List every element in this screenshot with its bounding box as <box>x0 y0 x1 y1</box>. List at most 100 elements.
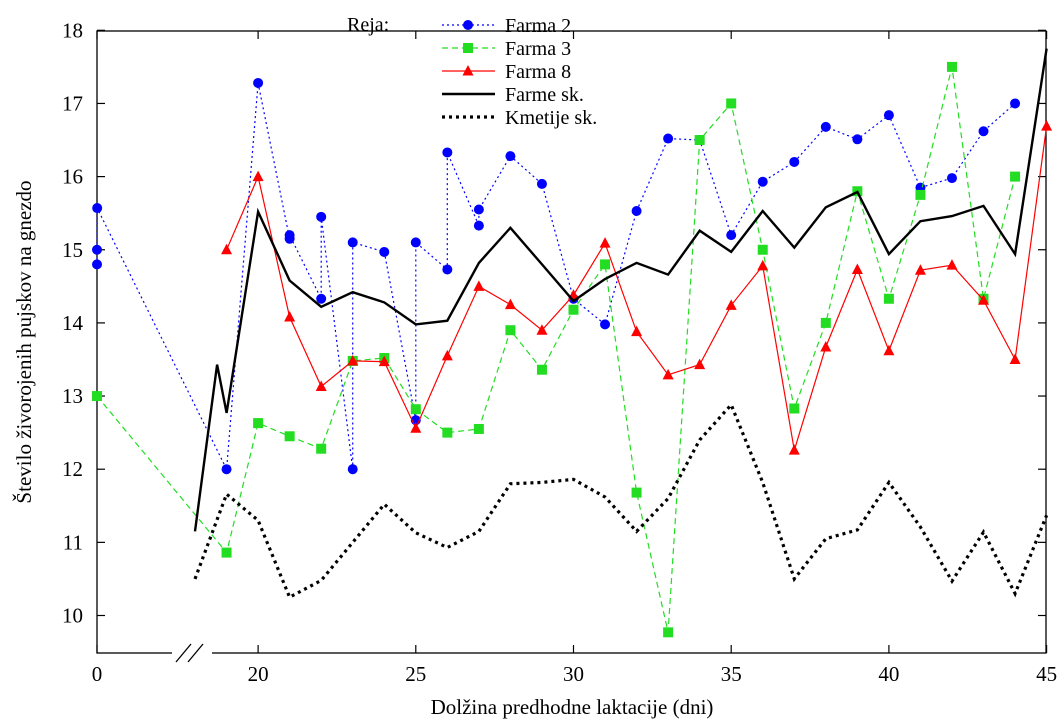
data-point <box>316 211 327 222</box>
legend-label: Farma 3 <box>505 38 571 60</box>
data-point <box>252 170 264 182</box>
data-point <box>92 203 103 214</box>
data-point <box>568 304 579 315</box>
data-point <box>284 230 295 241</box>
x-tick-label: 30 <box>563 662 584 686</box>
data-point <box>442 264 453 275</box>
data-point <box>946 173 957 184</box>
x-tick-label: 20 <box>248 662 269 686</box>
data-point <box>316 293 327 304</box>
data-point <box>789 403 800 414</box>
x-axis-title: Dolžina predhodne laktacije (dni) <box>431 695 714 719</box>
data-point <box>757 244 768 255</box>
x-tick-label: 40 <box>878 662 899 686</box>
legend-label: Farme sk. <box>505 84 584 106</box>
series-farma-3 <box>92 61 1021 638</box>
data-point <box>410 404 421 415</box>
series-line <box>96 66 1016 633</box>
data-point <box>284 431 295 442</box>
data-point <box>473 220 484 231</box>
y-tick-label: 13 <box>62 384 83 408</box>
legend-label: Farma 2 <box>505 15 571 37</box>
data-point <box>284 311 296 322</box>
legend-swatch-marker <box>462 65 474 76</box>
data-point <box>599 237 611 248</box>
x-axis-break-mark <box>172 643 212 663</box>
data-point <box>442 427 453 438</box>
data-point <box>316 443 327 454</box>
data-point <box>536 178 547 189</box>
data-point <box>662 368 674 380</box>
data-point <box>946 61 957 72</box>
data-point <box>536 364 547 375</box>
y-tick-label: 10 <box>62 604 83 628</box>
data-point <box>1009 353 1021 364</box>
data-point <box>221 243 233 255</box>
data-point <box>347 464 358 475</box>
series-farma-8 <box>221 120 1053 455</box>
data-point <box>725 299 737 310</box>
series-line <box>226 126 1048 451</box>
series-line <box>193 48 1048 532</box>
data-point <box>473 423 484 434</box>
data-point <box>914 264 926 275</box>
data-point <box>978 126 989 137</box>
legend-label: Farma 8 <box>505 61 571 83</box>
data-point <box>663 133 674 144</box>
data-point <box>253 77 264 88</box>
y-tick-label: 14 <box>62 311 84 335</box>
data-point <box>505 325 516 336</box>
data-point <box>757 176 768 187</box>
data-point <box>631 325 643 337</box>
series-layer <box>92 48 1053 638</box>
data-point <box>883 344 895 356</box>
data-point <box>221 464 232 475</box>
legend-swatch-marker <box>463 43 473 53</box>
x-tick-label: 35 <box>721 662 742 686</box>
x-tick-label: 0 <box>92 662 103 686</box>
data-point <box>536 324 548 335</box>
data-point <box>600 319 611 330</box>
data-point <box>946 259 958 270</box>
data-point <box>851 263 863 275</box>
legend-swatch-marker <box>463 20 473 30</box>
data-point <box>726 98 737 109</box>
data-point <box>92 391 102 402</box>
data-point <box>473 204 484 215</box>
series-kmetije-sk- <box>193 401 1049 600</box>
data-point <box>315 380 327 392</box>
data-point <box>788 444 800 455</box>
data-point <box>379 246 390 257</box>
data-point <box>92 244 102 255</box>
data-point <box>473 280 485 291</box>
data-point <box>504 298 516 310</box>
y-tick-label: 16 <box>62 165 83 189</box>
data-point <box>378 355 390 367</box>
legend-label: Kmetije sk. <box>505 107 597 129</box>
data-point <box>347 237 358 248</box>
plot-frame <box>96 30 1047 654</box>
data-point <box>253 418 264 429</box>
y-tick-label: 11 <box>63 530 83 554</box>
data-point <box>883 110 894 121</box>
y-tick-label: 18 <box>62 18 83 42</box>
data-point <box>789 156 800 167</box>
data-point <box>410 422 422 433</box>
series-farma-2 <box>92 77 1021 475</box>
y-tick-label: 17 <box>62 91 83 115</box>
legend-title: Reja: <box>347 14 389 36</box>
x-tick-label: 45 <box>1036 662 1057 686</box>
data-point <box>726 230 737 241</box>
data-point <box>915 189 926 200</box>
data-point <box>442 147 453 158</box>
data-point <box>663 627 674 638</box>
y-tick-label: 15 <box>62 238 83 262</box>
data-point <box>347 354 359 366</box>
data-point <box>600 259 611 270</box>
data-point <box>820 317 831 328</box>
data-point <box>631 205 642 216</box>
data-point <box>883 293 894 304</box>
data-point <box>694 358 706 370</box>
data-point <box>410 237 421 248</box>
